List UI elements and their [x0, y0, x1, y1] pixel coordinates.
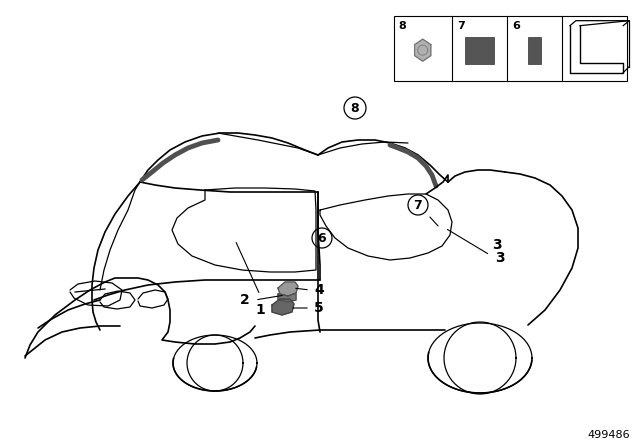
Text: 8: 8	[399, 21, 406, 30]
Bar	[527, 37, 541, 64]
Text: 1: 1	[255, 303, 265, 317]
Text: 499486: 499486	[588, 430, 630, 440]
Polygon shape	[415, 39, 431, 61]
Text: 2: 2	[240, 293, 250, 307]
Text: 5: 5	[314, 301, 324, 315]
Text: 3: 3	[492, 238, 502, 252]
Text: 6: 6	[512, 21, 520, 30]
Text: 7: 7	[413, 198, 422, 211]
Polygon shape	[278, 282, 298, 296]
Polygon shape	[272, 299, 294, 315]
Text: 3: 3	[495, 251, 504, 265]
Bar	[465, 37, 493, 64]
Text: 6: 6	[317, 232, 326, 245]
Text: 8: 8	[351, 102, 359, 115]
Text: 4: 4	[314, 283, 324, 297]
Polygon shape	[278, 293, 296, 302]
Text: 7: 7	[457, 21, 465, 30]
Bar	[394, 16, 627, 81]
